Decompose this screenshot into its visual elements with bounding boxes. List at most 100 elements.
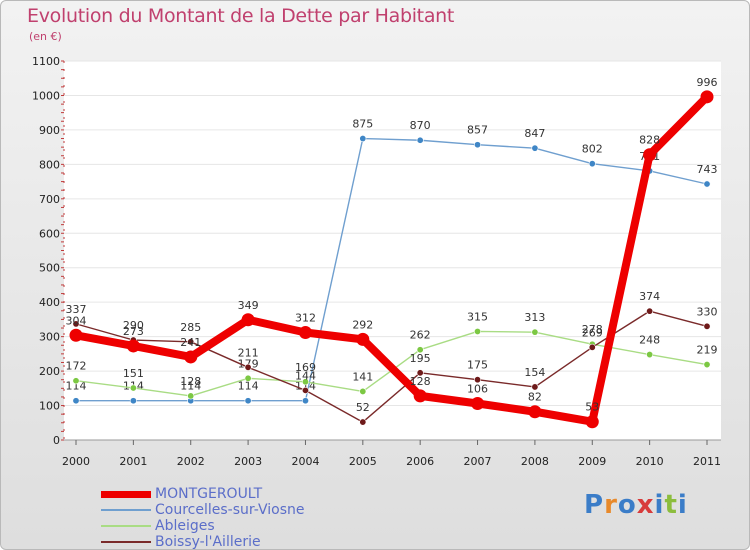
data-point	[298, 326, 312, 340]
data-point	[356, 332, 370, 346]
series-montgeroult: 304 273 241 349 312 292 128 106 82 53 828 996	[66, 76, 718, 429]
data-point	[69, 328, 83, 342]
data-point	[588, 160, 596, 168]
data-point	[187, 392, 195, 400]
data-label: 870	[410, 119, 431, 132]
x-tick-label: 2007	[464, 455, 492, 468]
data-point	[301, 397, 309, 405]
y-tick-label: 200	[39, 365, 60, 378]
data-point	[528, 405, 542, 419]
logo-letter: o	[617, 490, 637, 520]
data-point	[703, 180, 711, 188]
data-point	[588, 343, 596, 351]
series-ableiges: 172151128179169141262315313278248219	[66, 310, 718, 400]
x-tick-label: 2011	[693, 455, 721, 468]
legend-swatch	[101, 490, 151, 498]
y-tick-label: 900	[39, 124, 60, 137]
data-label: 292	[352, 318, 373, 331]
x-tick-label: 2009	[578, 455, 606, 468]
data-point	[129, 384, 137, 392]
legend-label: Courcelles-sur-Viosne	[155, 502, 305, 518]
series-line	[75, 310, 708, 423]
data-point	[301, 386, 309, 394]
x-tick-label: 2004	[291, 455, 319, 468]
x-tick-label: 2000	[62, 455, 90, 468]
data-point	[700, 90, 714, 104]
y-tick-label: 300	[39, 331, 60, 344]
data-label: 290	[123, 319, 144, 332]
data-label: 144	[295, 369, 316, 382]
data-label: 374	[639, 290, 660, 303]
data-label: 128	[410, 375, 431, 388]
data-label: 52	[356, 401, 370, 414]
data-point	[359, 418, 367, 426]
y-tick-label: 400	[39, 296, 60, 309]
data-label: 128	[180, 375, 201, 388]
data-point	[184, 350, 198, 364]
data-point	[129, 397, 137, 405]
data-label: 169	[295, 361, 316, 374]
y-tick-label: 1000	[32, 89, 60, 102]
data-label: 313	[524, 311, 545, 324]
series-courcelles-sur-viosne: 114114114114114875870857847802781743	[66, 118, 718, 405]
data-point	[126, 339, 140, 353]
data-point	[72, 377, 80, 385]
legend-item: Courcelles-sur-Viosne	[101, 502, 304, 518]
chart-title: Evolution du Montant de la Dette par Hab…	[27, 5, 455, 27]
data-label: 875	[352, 118, 373, 131]
data-point	[531, 144, 539, 152]
data-point	[474, 327, 482, 335]
data-label: 195	[410, 352, 431, 365]
data-label: 312	[295, 312, 316, 325]
data-label: 241	[180, 336, 201, 349]
legend-item: MONTGEROULT	[101, 486, 304, 502]
data-label: 154	[524, 366, 545, 379]
data-label: 106	[467, 382, 488, 395]
data-point	[474, 141, 482, 149]
data-label: 141	[352, 370, 373, 383]
data-label: 151	[123, 367, 144, 380]
data-label: 847	[524, 127, 545, 140]
x-tick-label: 2005	[349, 455, 377, 468]
logo-letter: P	[584, 490, 605, 520]
data-point	[413, 389, 427, 403]
data-label: 330	[697, 305, 718, 318]
data-point	[416, 369, 424, 377]
data-label: 114	[180, 380, 201, 393]
data-label: 304	[66, 314, 87, 327]
legend-label: MONTGEROULT	[155, 486, 263, 502]
y-tick-label: 700	[39, 193, 60, 206]
data-point	[703, 322, 711, 330]
data-label: 273	[123, 325, 144, 338]
legend-label: Boissy-l'Aillerie	[155, 534, 261, 550]
y-tick-label: 100	[39, 400, 60, 413]
data-label: 248	[639, 334, 660, 347]
data-point	[241, 313, 255, 327]
data-point	[244, 397, 252, 405]
data-label: 337	[66, 303, 87, 316]
legend: MONTGEROULT Courcelles-sur-Viosne Ableiges…	[101, 486, 304, 550]
data-label: 996	[697, 76, 718, 89]
data-label: 315	[467, 310, 488, 323]
legend-item: Boissy-l'Aillerie	[101, 534, 304, 550]
logo-letter: t	[664, 490, 678, 520]
data-label: 857	[467, 124, 488, 137]
y-tick-label: 500	[39, 262, 60, 275]
y-tick-label: 1100	[32, 55, 60, 68]
data-label: 269	[582, 326, 603, 339]
data-label: 175	[467, 359, 488, 372]
data-label: 828	[639, 134, 660, 147]
data-label: 114	[66, 380, 87, 393]
data-label: 53	[585, 401, 599, 414]
legend-swatch	[101, 541, 151, 543]
proxiti-logo: Proxiti	[584, 490, 688, 520]
data-label: 802	[582, 143, 603, 156]
data-point	[474, 376, 482, 384]
data-point	[416, 136, 424, 144]
data-label: 349	[238, 299, 259, 312]
logo-letter: x	[636, 490, 655, 520]
data-point	[244, 374, 252, 382]
logo-letter: r	[604, 490, 618, 520]
